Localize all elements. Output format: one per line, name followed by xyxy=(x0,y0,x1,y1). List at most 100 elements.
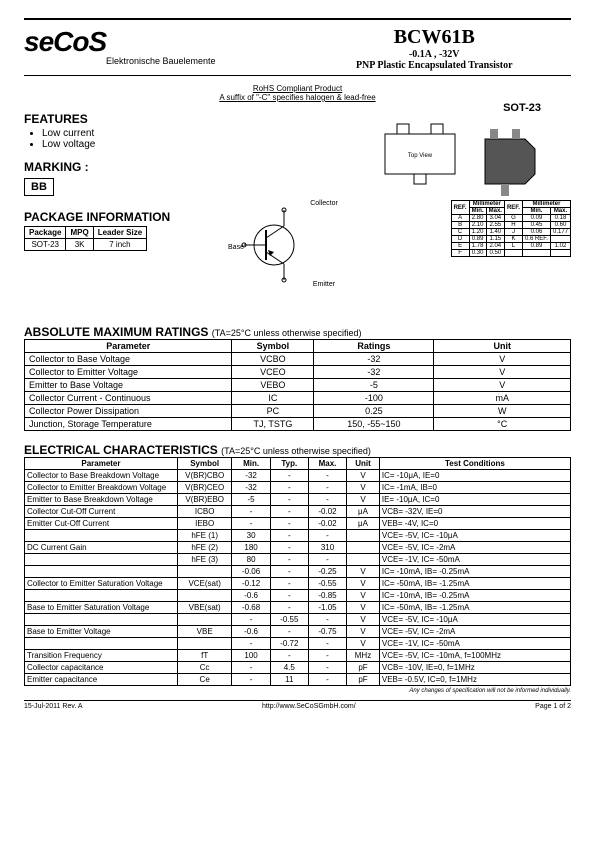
abs-cell: Collector to Base Voltage xyxy=(25,353,232,366)
dim-cell: 0.6 REF. xyxy=(522,236,550,243)
elec-cell: - xyxy=(270,602,308,614)
elec-cell: - xyxy=(270,590,308,602)
elec-cell: VEB= -0.5V, IC=0, f=1MHz xyxy=(379,674,570,686)
elec-cell: VCE= -1V, IC= -50mA xyxy=(379,554,570,566)
dim-cell: 2.55 xyxy=(486,222,504,229)
elec-cell xyxy=(347,542,380,554)
datasheet-page: seCoS Elektronische Bauelemente BCW61B -… xyxy=(0,0,595,842)
elec-title-text: ELECTRICAL CHARACTERISTICS xyxy=(24,443,218,457)
elec-cell: V(BR)CBO xyxy=(177,470,232,482)
footer-date: 15-Jul-2011 Rev. A xyxy=(24,703,83,710)
elec-cell: -0.55 xyxy=(270,614,308,626)
elec-cell: VCE= -5V, IC= -10μA xyxy=(379,530,570,542)
am-h0: Parameter xyxy=(25,340,232,353)
abs-cell: IC xyxy=(232,392,314,405)
elec-cell: 100 xyxy=(232,650,270,662)
elec-cell: -0.06 xyxy=(232,566,270,578)
svg-text:Top View: Top View xyxy=(408,153,433,159)
elec-cell: V xyxy=(347,566,380,578)
elec-cell: VCE= -5V, IC= -2mA xyxy=(379,542,570,554)
sot23-label: SOT-23 xyxy=(298,102,542,114)
description: PNP Plastic Encapsulated Transistor xyxy=(298,60,572,71)
elec-cell xyxy=(25,566,178,578)
elec-cell: V xyxy=(347,470,380,482)
marking-code: BB xyxy=(24,178,54,196)
elec-cell: - xyxy=(232,506,270,518)
package-info-title: PACKAGE INFORMATION xyxy=(24,210,224,224)
elec-cell: Collector to Emitter Breakdown Voltage xyxy=(25,482,178,494)
dim-cell: 1.40 xyxy=(486,229,504,236)
dim-cell: L xyxy=(504,243,522,250)
abs-cell: PC xyxy=(232,405,314,418)
elec-cell: VCB= -10V, IE=0, f=1MHz xyxy=(379,662,570,674)
footer-note: Any changes of specification will not be… xyxy=(24,688,571,694)
elec-note: (TA=25°C unless otherwise specified) xyxy=(221,446,371,456)
package-outline-area: SOT-23 Top View xyxy=(298,102,572,196)
elec-cell: - xyxy=(270,506,308,518)
elec-cell: - xyxy=(232,674,270,686)
elec-cell: -0.25 xyxy=(308,566,346,578)
emitter-label: Emitter xyxy=(274,281,374,288)
elec-cell: - xyxy=(270,554,308,566)
abs-cell: -32 xyxy=(314,366,434,379)
dim-cell: 3.04 xyxy=(486,215,504,222)
elec-cell: 80 xyxy=(232,554,270,566)
elec-cell: Collector to Emitter Saturation Voltage xyxy=(25,578,178,590)
dim-cell: J xyxy=(504,229,522,236)
elec-cell: -32 xyxy=(232,482,270,494)
elec-cell: hFE (2) xyxy=(177,542,232,554)
abs-cell: Collector Power Dissipation xyxy=(25,405,232,418)
base-label: Base xyxy=(186,244,286,251)
package-table: Package MPQ Leader Size SOT-23 3K 7 inch xyxy=(24,226,147,251)
abs-cell: °C xyxy=(434,418,571,431)
elec-cell: hFE (3) xyxy=(177,554,232,566)
abs-cell: W xyxy=(434,405,571,418)
elec-cell: - xyxy=(308,530,346,542)
abs-cell: 150, -55~150 xyxy=(314,418,434,431)
elec-cell: - xyxy=(308,650,346,662)
elec-cell: Transition Frequency xyxy=(25,650,178,662)
elec-cell: - xyxy=(270,530,308,542)
dim-cell: E xyxy=(451,243,469,250)
abs-cell: VEBO xyxy=(232,379,314,392)
elec-cell: -0.12 xyxy=(232,578,270,590)
elec-cell: DC Current Gain xyxy=(25,542,178,554)
elec-cell: - xyxy=(270,494,308,506)
elec-cell: Cc xyxy=(177,662,232,674)
dim-cell xyxy=(522,250,550,257)
elec-cell: V xyxy=(347,578,380,590)
elec-cell: VCE= -5V, IC= -10μA xyxy=(379,614,570,626)
dim-cell: 1.20 xyxy=(469,229,486,236)
abs-cell: Junction, Storage Temperature xyxy=(25,418,232,431)
dim-cell: 0.09 xyxy=(522,215,550,222)
ec-h5: Unit xyxy=(347,458,380,470)
dim-cell: 1.15 xyxy=(486,236,504,243)
logo: seCoS xyxy=(24,26,298,58)
dim-cell: 2.04 xyxy=(486,243,504,250)
elec-cell xyxy=(25,530,178,542)
elec-cell: V xyxy=(347,638,380,650)
collector-label: Collector xyxy=(274,200,374,207)
elec-cell: - xyxy=(308,554,346,566)
abs-cell: mA xyxy=(434,392,571,405)
abs-cell: VCBO xyxy=(232,353,314,366)
rohs-note: RoHS Compliant Product A suffix of "-C" … xyxy=(24,84,571,102)
elec-cell: V xyxy=(347,626,380,638)
elec-cell: 11 xyxy=(270,674,308,686)
elec-cell: Emitter Cut-Off Current xyxy=(25,518,178,530)
footer: 15-Jul-2011 Rev. A http://www.SeCoSGmbH.… xyxy=(24,700,571,710)
elec-cell: - xyxy=(270,482,308,494)
elec-cell: V(BR)CEO xyxy=(177,482,232,494)
elec-cell: - xyxy=(308,662,346,674)
dim-cell: 0.45 xyxy=(522,222,550,229)
elec-cell: - xyxy=(232,518,270,530)
elec-cell: Base to Emitter Voltage xyxy=(25,626,178,638)
elec-cell: VCE(sat) xyxy=(177,578,232,590)
elec-cell: Emitter capacitance xyxy=(25,674,178,686)
elec-cell: fT xyxy=(177,650,232,662)
part-number: BCW61B xyxy=(298,26,572,49)
rohs-line2: A suffix of "-C" specifies halogen & lea… xyxy=(24,93,571,102)
abs-cell: -100 xyxy=(314,392,434,405)
abs-max-note: (TA=25°C unless otherwise specified) xyxy=(212,328,362,338)
elec-cell: pF xyxy=(347,662,380,674)
